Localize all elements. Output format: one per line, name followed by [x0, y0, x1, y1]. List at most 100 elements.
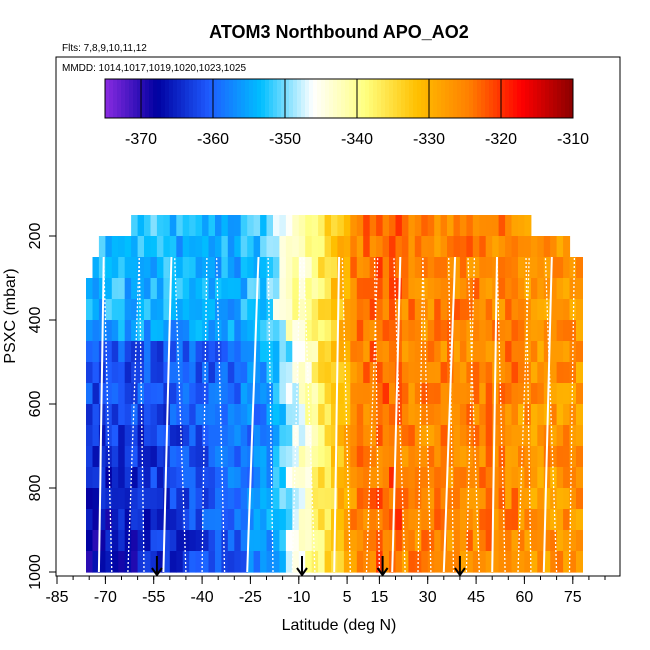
x-tick-label: -70 — [94, 589, 117, 606]
colorbar-segment — [409, 79, 414, 118]
heatmap-cell — [208, 530, 216, 552]
heatmap-cell — [150, 530, 158, 552]
heatmap-cell — [260, 215, 268, 237]
colorbar-segment — [141, 79, 146, 118]
heatmap-cell — [163, 278, 171, 300]
heatmap-cell — [350, 383, 358, 405]
heatmap-cell — [273, 278, 280, 300]
heatmap-cell — [466, 362, 474, 384]
heatmap-cell — [376, 215, 384, 237]
heatmap-cell — [311, 383, 319, 405]
heatmap-cell — [337, 278, 345, 300]
chart-title: ATOM3 Northbound APO_AO2 — [209, 22, 469, 42]
heatmap-cell — [505, 320, 513, 342]
heatmap-cell — [273, 530, 280, 552]
heatmap-cell — [163, 362, 171, 384]
heatmap-cell — [440, 320, 448, 342]
heatmap-cell — [498, 299, 506, 321]
heatmap-cell — [389, 467, 396, 489]
heatmap-cell — [144, 299, 151, 321]
heatmap-cell — [498, 215, 506, 237]
heatmap-cell — [137, 425, 145, 447]
heatmap-cell — [389, 509, 396, 531]
heatmap-cell — [240, 509, 248, 531]
heatmap-cell — [414, 341, 422, 363]
heatmap-cell — [111, 383, 119, 405]
heatmap-cell — [550, 551, 558, 573]
heatmap-cell — [292, 530, 300, 552]
heatmap-cell — [537, 530, 545, 552]
heatmap-cell — [331, 299, 338, 321]
heatmap-cell — [563, 551, 571, 573]
heatmap-cell — [86, 299, 93, 321]
heatmap-cell — [569, 278, 577, 300]
heatmap-cell — [401, 425, 409, 447]
heatmap-cell — [401, 404, 409, 426]
flights-note: Flts: 7,8,9,10,11,12 — [62, 43, 147, 54]
colorbar-segment — [425, 79, 430, 118]
heatmap-cell — [92, 551, 100, 573]
heatmap-cell — [550, 362, 558, 384]
heatmap-cell — [247, 299, 255, 321]
heatmap-cell — [537, 257, 545, 279]
y-axis: 200 400 600 800 1000 — [27, 57, 57, 590]
heatmap-cell — [505, 257, 513, 279]
heatmap-cell — [498, 446, 506, 468]
heatmap-cell — [285, 383, 293, 405]
heatmap-cell — [285, 551, 293, 573]
heatmap-cell — [182, 488, 190, 510]
heatmap-cell — [182, 215, 190, 237]
heatmap-cell — [318, 257, 326, 279]
heatmap-cell — [247, 425, 255, 447]
heatmap-cell — [337, 425, 345, 447]
heatmap-cell — [453, 320, 461, 342]
heatmap-cell — [363, 383, 371, 405]
heatmap-cell — [305, 425, 313, 447]
colorbar-segment — [373, 79, 378, 118]
colorbar-segment — [337, 79, 342, 118]
heatmap-cell — [240, 488, 248, 510]
heatmap-cell — [292, 341, 300, 363]
colorbar-tick-label: -340 — [341, 131, 373, 148]
heatmap-cell — [421, 530, 429, 552]
heatmap-cell — [324, 467, 332, 489]
heatmap-cell — [434, 488, 442, 510]
heatmap-cell — [305, 509, 313, 531]
heatmap-cell — [182, 278, 190, 300]
heatmap-cell — [537, 488, 545, 510]
heatmap-cell — [163, 383, 171, 405]
heatmap-cell — [337, 362, 345, 384]
heatmap-cell — [382, 299, 390, 321]
heatmap-cell — [105, 257, 113, 279]
heatmap-cell — [292, 278, 300, 300]
heatmap-cell — [472, 383, 480, 405]
heatmap-cell — [195, 383, 203, 405]
heatmap-cell — [253, 383, 261, 405]
flight-profile — [465, 256, 476, 573]
heatmap-cell — [260, 299, 268, 321]
heatmap-cell — [485, 467, 493, 489]
heatmap-cell — [144, 278, 151, 300]
heatmap-cell — [427, 425, 435, 447]
colorbar-segment — [493, 79, 498, 118]
heatmap-cell — [337, 404, 345, 426]
heatmap-cell — [550, 425, 558, 447]
flight-profile — [448, 256, 455, 573]
heatmap-cell — [401, 278, 409, 300]
heatmap-cell — [356, 551, 364, 573]
heatmap-cell — [550, 530, 558, 552]
heatmap-cell — [292, 320, 300, 342]
colorbar-segment — [417, 79, 422, 118]
heatmap-cell — [466, 236, 474, 258]
heatmap-cell — [215, 236, 222, 258]
heatmap-cell — [92, 257, 100, 279]
heatmap-cell — [285, 467, 293, 489]
heatmap-cell — [350, 278, 358, 300]
heatmap-cell — [492, 551, 500, 573]
heatmap-cell — [440, 215, 448, 237]
heatmap-cell — [389, 425, 396, 447]
heatmap-cell — [111, 341, 119, 363]
colorbar-segment — [197, 79, 202, 118]
heatmap-cell — [92, 488, 100, 510]
heatmap-cell — [273, 488, 280, 510]
